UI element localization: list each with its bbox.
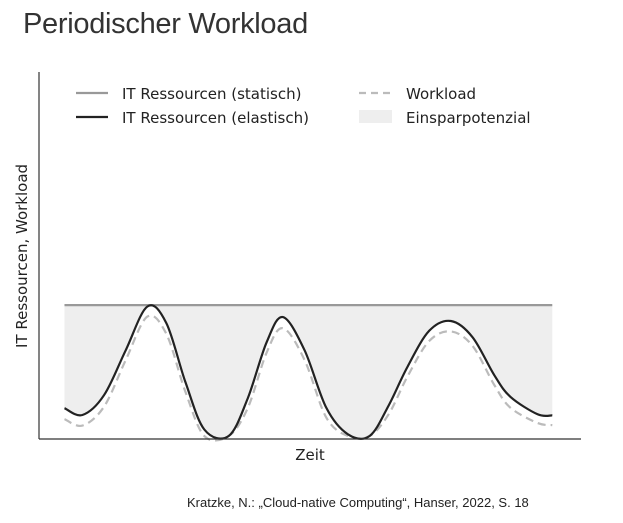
legend-label-elastic: IT Ressourcen (elastisch) xyxy=(122,109,309,127)
page-title: Periodischer Workload xyxy=(23,8,308,40)
legend-item-workload: Workload xyxy=(359,85,476,103)
x-axis-label: Zeit xyxy=(295,446,325,464)
y-axis-label: IT Ressourcen, Workload xyxy=(13,164,31,348)
savings-area xyxy=(64,305,553,439)
legend-label-savings: Einsparpotenzial xyxy=(406,109,531,127)
elastic-resources-line xyxy=(64,304,553,440)
legend-item-elastic: IT Ressourcen (elastisch) xyxy=(76,109,309,127)
workload-line xyxy=(64,314,553,442)
legend-swatch-savings xyxy=(359,110,392,123)
legend-item-static: IT Ressourcen (statisch) xyxy=(76,85,301,103)
legend-label-workload: Workload xyxy=(406,85,476,103)
legend-label-static: IT Ressourcen (statisch) xyxy=(122,85,301,103)
legend-item-savings: Einsparpotenzial xyxy=(359,109,531,127)
source-citation: Kratzke, N.: „Cloud-native Computing“, H… xyxy=(187,495,529,510)
plot-area xyxy=(64,304,553,442)
legend: IT Ressourcen (statisch) IT Ressourcen (… xyxy=(76,85,531,127)
